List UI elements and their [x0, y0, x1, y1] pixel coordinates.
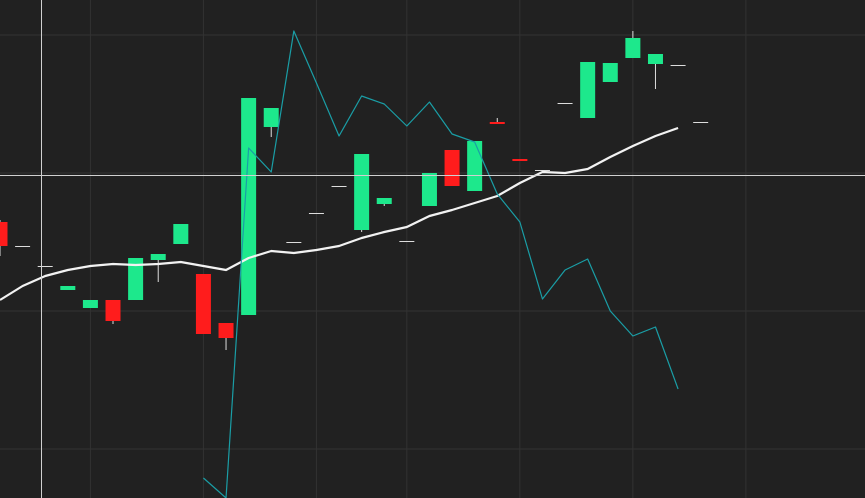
candle-body [173, 224, 189, 244]
candle-body [399, 241, 415, 242]
line-series [0, 126, 679, 301]
candle-body [286, 242, 302, 243]
candle-body [444, 150, 460, 186]
candle-body [647, 54, 663, 64]
candle-body [241, 98, 257, 315]
candle-body [128, 258, 144, 300]
candle-body [602, 63, 618, 82]
candle-body [467, 141, 483, 191]
candle-body [195, 274, 211, 334]
candle-body [218, 323, 234, 338]
candle-body [150, 254, 166, 260]
candle-body [534, 170, 550, 171]
candle-body [580, 62, 596, 118]
candle-body [60, 286, 76, 290]
candle-body [331, 186, 347, 187]
candle-body [354, 154, 370, 230]
candle-body [489, 122, 505, 124]
candle-body [421, 173, 437, 206]
candle-body [670, 65, 686, 66]
candle-body [693, 122, 709, 123]
candle-body [625, 38, 641, 58]
plot-area [0, 30, 709, 498]
candle-body [37, 266, 53, 267]
candle-body [15, 246, 31, 247]
line-series [203, 30, 679, 498]
candle-body [512, 159, 528, 161]
candle-body [82, 300, 98, 308]
candle-body [376, 198, 392, 204]
candle-body [557, 103, 573, 104]
candle-body [0, 222, 8, 246]
candle-body [308, 213, 324, 214]
candle-body [105, 300, 121, 321]
candle-body [263, 108, 279, 127]
